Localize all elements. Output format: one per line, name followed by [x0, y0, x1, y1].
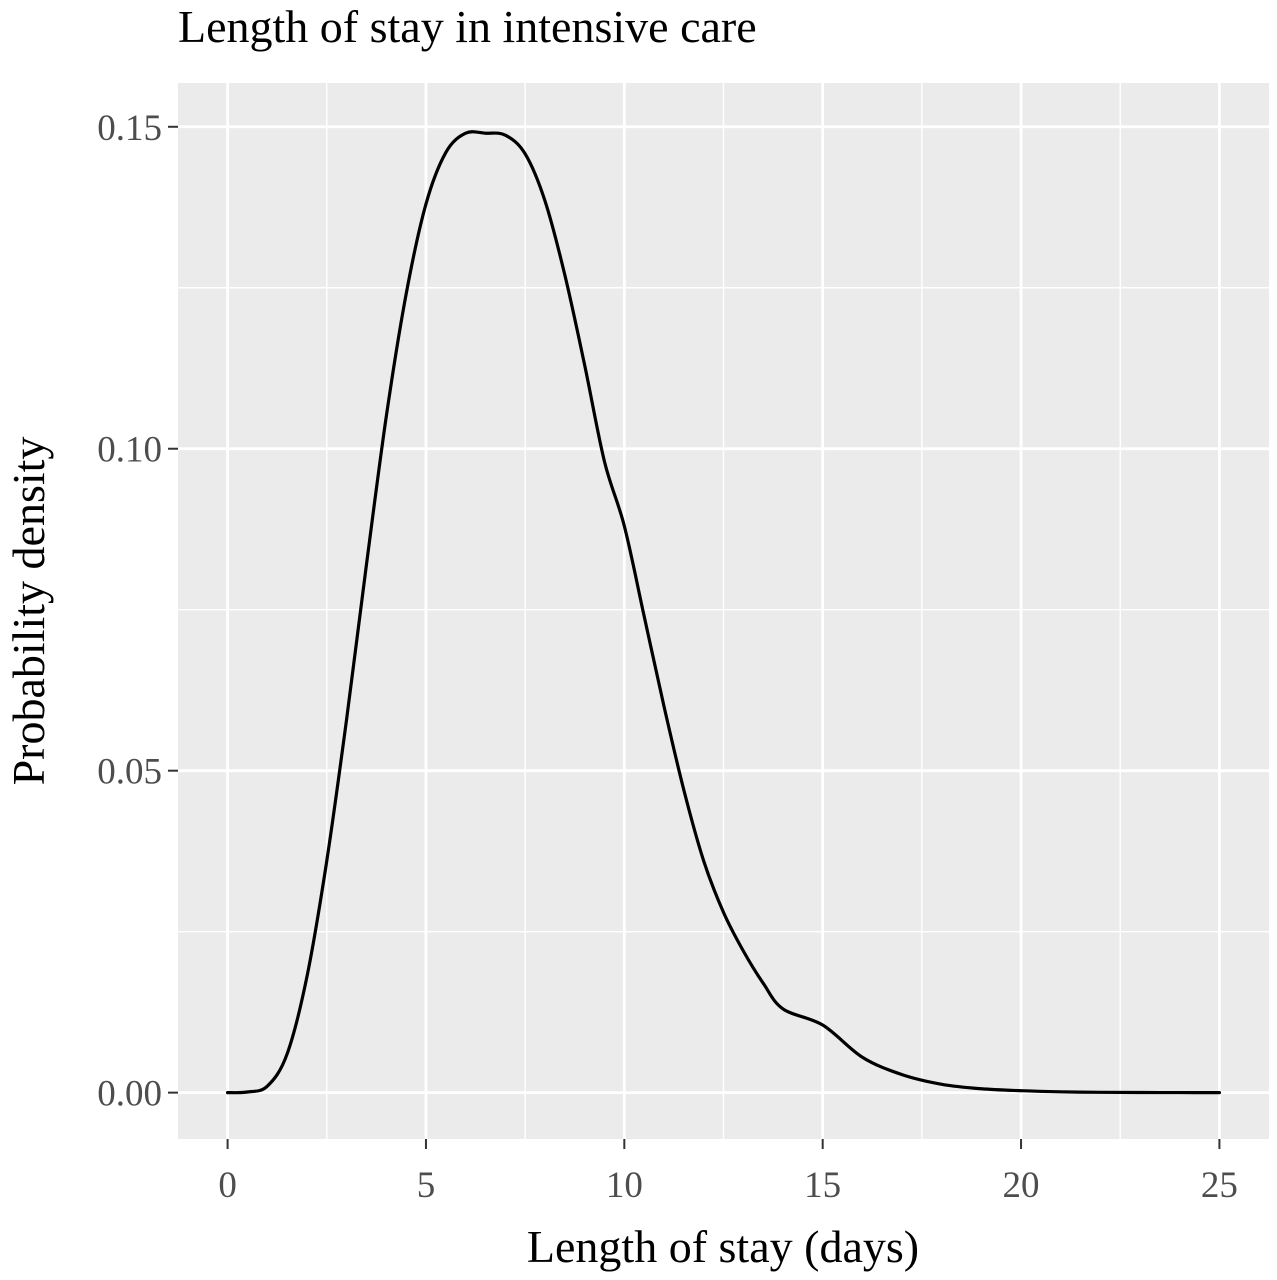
- y-axis-ticks: 0.00 0.05 0.10 0.15: [97, 108, 178, 1115]
- y-tick-label: 0.15: [97, 108, 162, 149]
- x-axis-title: Length of stay (days): [527, 1221, 919, 1272]
- x-tick-label: 5: [417, 1165, 436, 1206]
- minor-gridlines: [178, 83, 1269, 1139]
- density-curve-line: [225, 130, 1222, 1095]
- y-axis-title: Probability density: [3, 437, 54, 786]
- x-tick-label: 25: [1201, 1165, 1238, 1206]
- x-tick-label: 0: [218, 1165, 237, 1206]
- x-tick-label: 10: [606, 1165, 643, 1206]
- chart-title: Length of stay in intensive care: [178, 1, 757, 52]
- y-tick-label: 0.05: [97, 752, 162, 793]
- y-tick-label: 0.10: [97, 430, 162, 471]
- x-tick-label: 20: [1003, 1165, 1040, 1206]
- major-gridlines: [178, 83, 1269, 1139]
- x-axis-ticks: 0 5 10 15 20 25: [218, 1139, 1238, 1206]
- x-tick-label: 15: [804, 1165, 841, 1206]
- y-tick-label: 0.00: [97, 1074, 162, 1115]
